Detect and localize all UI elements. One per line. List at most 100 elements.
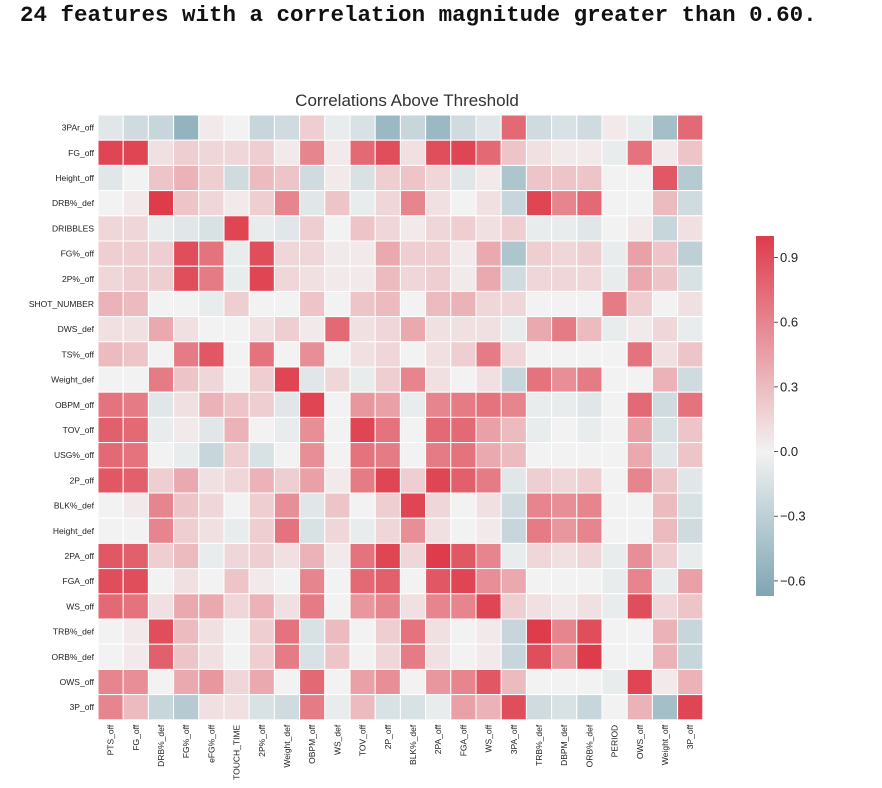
- chart-title: Correlations Above Threshold: [295, 91, 519, 110]
- heatmap-cell: [500, 366, 527, 393]
- column-label: WS_off: [484, 724, 494, 752]
- heatmap-cell: [500, 668, 527, 696]
- heatmap-cell: [324, 618, 351, 645]
- column-label: 2P_off: [383, 724, 393, 749]
- heatmap-cell: [677, 366, 704, 393]
- heatmap-cell: [273, 442, 301, 469]
- heatmap-cell: [425, 341, 452, 368]
- heatmap-cell: [324, 265, 351, 292]
- heatmap-cell: [223, 442, 250, 469]
- heatmap-cell: [248, 643, 275, 670]
- heatmap-cell: [500, 139, 527, 166]
- heatmap-cell: [551, 492, 578, 519]
- heatmap-cell: [324, 290, 351, 318]
- heatmap-cell: [173, 416, 200, 444]
- heatmap-cell: [425, 694, 452, 721]
- heatmap-cell: [374, 316, 401, 343]
- heatmap-cell: [626, 542, 653, 570]
- heatmap-cell: [576, 265, 603, 292]
- column-label: eFG%_off: [206, 724, 216, 763]
- heatmap-cell: [626, 190, 653, 217]
- heatmap-cell: [425, 215, 452, 242]
- heatmap-cell: [399, 416, 427, 444]
- heatmap-cell: [525, 265, 553, 292]
- heatmap-cell: [223, 467, 250, 494]
- heatmap-cell: [97, 391, 124, 418]
- heatmap-cell: [324, 240, 351, 267]
- heatmap-cell: [551, 114, 578, 141]
- heatmap-cell: [173, 492, 200, 519]
- heatmap-cell: [324, 593, 351, 620]
- heatmap-cell: [475, 618, 502, 645]
- row-label: 2P%_off: [62, 274, 95, 284]
- heatmap-cell: [677, 139, 704, 166]
- heatmap-cell: [248, 568, 275, 595]
- heatmap-cell: [576, 366, 603, 393]
- heatmap-cell: [651, 164, 679, 192]
- heatmap-cell: [349, 391, 376, 418]
- heatmap-cell: [299, 341, 326, 368]
- heatmap-cell: [97, 139, 124, 166]
- heatmap-cell: [324, 643, 351, 670]
- heatmap-cell: [677, 215, 704, 242]
- heatmap-cell: [626, 114, 653, 141]
- row-label: SHOT_NUMBER: [29, 299, 94, 309]
- row-labels: 3PAr_off FG_off Height_off DRB%_def DRIBBLES…: [29, 123, 95, 713]
- heatmap-cell: [324, 542, 351, 570]
- colorbar-tick-label: −0.3: [780, 509, 806, 524]
- heatmap-cell: [223, 190, 250, 217]
- heatmap-cell: [500, 416, 527, 444]
- heatmap-cell: [147, 668, 175, 696]
- heatmap-cell: [677, 568, 704, 595]
- heatmap-cell: [626, 618, 653, 645]
- heatmap-cell: [425, 492, 452, 519]
- heatmap-cell: [677, 114, 704, 141]
- heatmap-cell: [299, 265, 326, 292]
- heatmap-cell: [324, 215, 351, 242]
- heatmap-cell: [248, 316, 275, 343]
- heatmap-cell: [248, 593, 275, 620]
- heatmap-cell: [626, 517, 653, 544]
- heatmap-cell: [576, 542, 603, 570]
- heatmap-cell: [299, 593, 326, 620]
- heatmap-cell: [525, 366, 553, 393]
- heatmap-cell: [173, 391, 200, 418]
- colorbar: 0.9 0.6 0.3 0.0 −0.3 −0.6: [756, 236, 806, 596]
- heatmap-cell: [576, 517, 603, 544]
- heatmap-cell: [299, 442, 326, 469]
- heatmap-cell: [525, 492, 553, 519]
- heatmap-cell: [223, 668, 250, 696]
- heatmap-cell: [475, 442, 502, 469]
- heatmap-cell: [198, 593, 225, 620]
- heatmap-cell: [399, 694, 427, 721]
- column-labels: PTS_off FG_off DRB%_def FG%_off eFG%_off TOUC…: [106, 724, 696, 780]
- heatmap-cell: [450, 467, 477, 494]
- heatmap-cell: [122, 164, 149, 192]
- heatmap-cell: [97, 618, 124, 645]
- heatmap-cell: [500, 542, 527, 570]
- heatmap-cell: [525, 341, 553, 368]
- column-label: FG%_off: [181, 724, 191, 758]
- heatmap-cell: [651, 391, 679, 418]
- heatmap-cell: [147, 316, 175, 343]
- heatmap-cell: [651, 668, 679, 696]
- heatmap-cell: [651, 114, 679, 141]
- heatmap-cell: [273, 114, 301, 141]
- heatmap-cell: [626, 164, 653, 192]
- heatmap-cell: [147, 164, 175, 192]
- heatmap-cell: [198, 215, 225, 242]
- row-label: 3P_off: [70, 702, 95, 712]
- heatmap-cell: [601, 517, 628, 544]
- row-label: ORB%_def: [51, 652, 94, 662]
- heatmap-cell: [147, 290, 175, 318]
- heatmap-cell: [399, 366, 427, 393]
- heatmap-cell: [173, 366, 200, 393]
- heatmap-cell: [173, 341, 200, 368]
- heatmap-cell: [399, 240, 427, 267]
- heatmap-cell: [626, 316, 653, 343]
- heatmap-cell: [198, 694, 225, 721]
- heatmap-cell: [248, 114, 275, 141]
- heatmap-cell: [273, 593, 301, 620]
- heatmap-cell: [122, 265, 149, 292]
- heatmap-cell: [601, 215, 628, 242]
